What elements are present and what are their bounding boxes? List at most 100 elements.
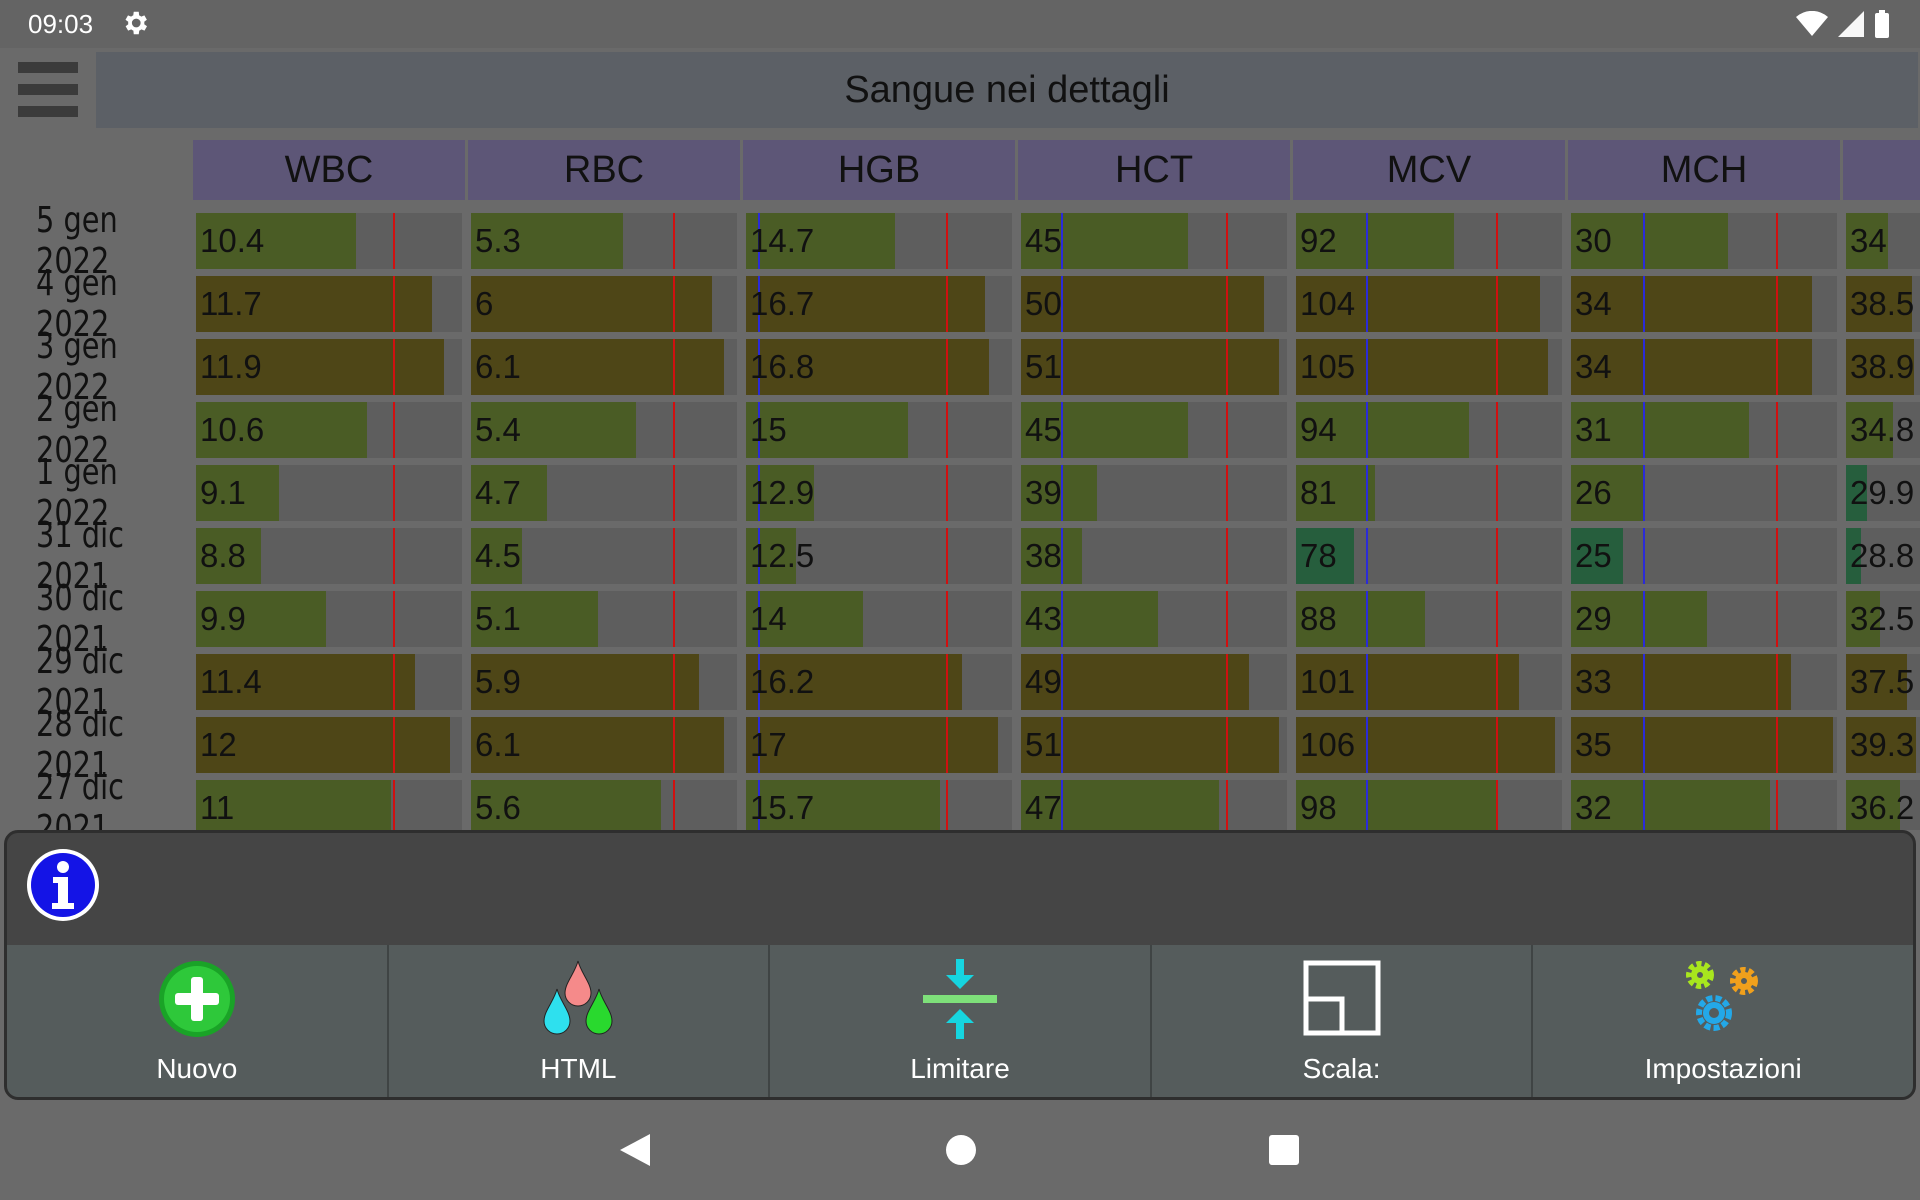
table-cell[interactable]: 51: [1021, 717, 1287, 773]
table-cell[interactable]: 4.7: [471, 465, 737, 521]
table-cell[interactable]: 15.7: [746, 780, 1012, 830]
table-cell[interactable]: 16.7: [746, 276, 1012, 332]
table-cell[interactable]: 26: [1571, 465, 1837, 521]
table-cell[interactable]: 5.9: [471, 654, 737, 710]
back-icon[interactable]: [618, 1132, 652, 1168]
table-cell[interactable]: 36.2: [1846, 780, 1920, 830]
table-cell[interactable]: 6.1: [471, 717, 737, 773]
reference-high-line: [673, 780, 675, 830]
new-button[interactable]: Nuovo: [7, 945, 387, 1097]
home-icon[interactable]: [944, 1132, 978, 1168]
table-cell[interactable]: 37.5: [1846, 654, 1920, 710]
table-cell[interactable]: 10.6: [196, 402, 462, 458]
value-bar: [471, 528, 522, 584]
table-cell[interactable]: 98: [1296, 780, 1562, 830]
value-bar: [1571, 402, 1750, 458]
table-cell[interactable]: 11: [196, 780, 462, 830]
table-cell[interactable]: 34: [1846, 213, 1920, 269]
table-cell[interactable]: 11.4: [196, 654, 462, 710]
table-cell[interactable]: 105: [1296, 339, 1562, 395]
table-cell[interactable]: 16.8: [746, 339, 1012, 395]
column-header-wbc[interactable]: WBC: [193, 140, 465, 200]
table-cell[interactable]: 35: [1571, 717, 1837, 773]
table-cell[interactable]: 38: [1021, 528, 1287, 584]
html-button[interactable]: HTML: [386, 945, 769, 1097]
table-cell[interactable]: 12.9: [746, 465, 1012, 521]
table-cell[interactable]: 38.5: [1846, 276, 1920, 332]
table-cell[interactable]: 101: [1296, 654, 1562, 710]
cell-value: 38.5: [1850, 285, 1915, 322]
table-cell[interactable]: 47: [1021, 780, 1287, 830]
reference-low-line: [758, 339, 760, 395]
table-cell[interactable]: 50: [1021, 276, 1287, 332]
table-cell[interactable]: 94: [1296, 402, 1562, 458]
table-cell[interactable]: 92: [1296, 213, 1562, 269]
table-cell[interactable]: 49: [1021, 654, 1287, 710]
table-cell[interactable]: 32: [1571, 780, 1837, 830]
table-cell[interactable]: 5.4: [471, 402, 737, 458]
table-cell[interactable]: 14.7: [746, 213, 1012, 269]
table-cell[interactable]: 5.6: [471, 780, 737, 830]
blood-results-table[interactable]: WBC RBC HGB HCT MCV MCH 5 gen 2022 10.4 5.3 14.7 4…: [0, 140, 1920, 830]
cell-value: 39: [1025, 474, 1062, 511]
table-cell[interactable]: 28.8: [1846, 528, 1920, 584]
table-cell[interactable]: 15: [746, 402, 1012, 458]
table-cell[interactable]: 14: [746, 591, 1012, 647]
column-header-more[interactable]: [1843, 140, 1920, 200]
reference-high-line: [1776, 654, 1778, 710]
table-cell[interactable]: 12: [196, 717, 462, 773]
table-cell[interactable]: 34: [1571, 276, 1837, 332]
recents-icon[interactable]: [1268, 1134, 1300, 1166]
table-cell[interactable]: 30: [1571, 213, 1837, 269]
table-cell[interactable]: 11.7: [196, 276, 462, 332]
settings-button[interactable]: Impostazioni: [1531, 945, 1913, 1097]
table-cell[interactable]: 6: [471, 276, 737, 332]
table-cell[interactable]: 45: [1021, 213, 1287, 269]
table-cell[interactable]: 104: [1296, 276, 1562, 332]
value-bar: [1021, 213, 1189, 269]
table-cell[interactable]: 34: [1571, 339, 1837, 395]
table-cell[interactable]: 6.1: [471, 339, 737, 395]
table-cell[interactable]: 38.9: [1846, 339, 1920, 395]
table-cell[interactable]: 29: [1571, 591, 1837, 647]
table-cell[interactable]: 5.3: [471, 213, 737, 269]
column-header-hgb[interactable]: HGB: [743, 140, 1015, 200]
table-cell[interactable]: 25: [1571, 528, 1837, 584]
limit-button[interactable]: Limitare: [768, 945, 1150, 1097]
cell-value: 104: [1300, 285, 1356, 322]
table-cell[interactable]: 32.5: [1846, 591, 1920, 647]
table-cell[interactable]: 11.9: [196, 339, 462, 395]
table-cell[interactable]: 39.3: [1846, 717, 1920, 773]
table-cell[interactable]: 34.8: [1846, 402, 1920, 458]
column-header-mch[interactable]: MCH: [1568, 140, 1840, 200]
table-cell[interactable]: 17: [746, 717, 1012, 773]
table-cell[interactable]: 31: [1571, 402, 1837, 458]
table-cell[interactable]: 5.1: [471, 591, 737, 647]
table-cell[interactable]: 10.4: [196, 213, 462, 269]
table-cell[interactable]: 9.9: [196, 591, 462, 647]
table-cell[interactable]: 39: [1021, 465, 1287, 521]
table-cell[interactable]: 45: [1021, 402, 1287, 458]
table-cell[interactable]: 43: [1021, 591, 1287, 647]
column-header-mcv[interactable]: MCV: [1293, 140, 1565, 200]
table-cell[interactable]: 81: [1296, 465, 1562, 521]
scale-button[interactable]: Scala:: [1149, 945, 1532, 1097]
table-cell[interactable]: 29.9: [1846, 465, 1920, 521]
table-cell[interactable]: 51: [1021, 339, 1287, 395]
table-cell[interactable]: 106: [1296, 717, 1562, 773]
table-cell[interactable]: 4.5: [471, 528, 737, 584]
table-cell[interactable]: 16.2: [746, 654, 1012, 710]
info-icon[interactable]: [25, 847, 101, 923]
table-cell[interactable]: 33: [1571, 654, 1837, 710]
table-cell[interactable]: 88: [1296, 591, 1562, 647]
scale-label: Scala:: [1302, 1053, 1381, 1084]
column-header-hct[interactable]: HCT: [1018, 140, 1290, 200]
table-cell[interactable]: 9.1: [196, 465, 462, 521]
table-cell[interactable]: 8.8: [196, 528, 462, 584]
table-cell[interactable]: 78: [1296, 528, 1562, 584]
add-circle-icon: [158, 961, 235, 1037]
hamburger-menu-icon[interactable]: [16, 58, 80, 122]
value-bar: [471, 465, 547, 521]
column-header-rbc[interactable]: RBC: [468, 140, 740, 200]
table-cell[interactable]: 12.5: [746, 528, 1012, 584]
